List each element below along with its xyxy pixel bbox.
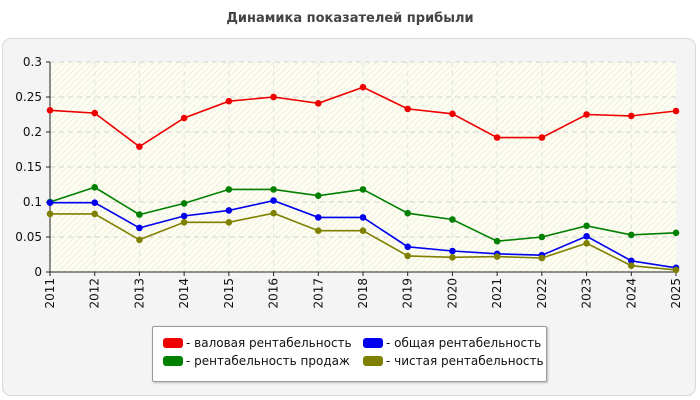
data-point-series-1 (404, 209, 412, 217)
data-point-series-0 (225, 97, 233, 105)
data-point-series-2 (46, 199, 54, 206)
legend-swatch-net (363, 356, 383, 366)
data-point-series-3 (627, 262, 635, 270)
data-point-series-2 (225, 207, 233, 214)
data-point-series-0 (91, 109, 99, 117)
data-point-series-0 (46, 107, 54, 114)
x-tick-label: 2011 (43, 278, 57, 309)
data-point-series-3 (225, 219, 233, 226)
data-point-series-2 (270, 197, 277, 204)
y-tick-label: 0.25 (15, 90, 42, 104)
data-point-series-2 (314, 214, 322, 221)
data-point-series-0 (627, 112, 635, 120)
data-point-series-1 (180, 200, 188, 207)
data-point-series-3 (672, 266, 680, 274)
data-point-series-1 (583, 222, 590, 230)
x-tick-label: 2021 (490, 278, 504, 309)
legend-label-net: - чистая рентабельность (386, 354, 544, 368)
y-tick-label: 0 (34, 265, 42, 279)
data-point-series-3 (136, 236, 143, 244)
legend-swatch-sales (163, 356, 183, 366)
x-tick-label: 2023 (580, 278, 594, 309)
x-tick-label: 2019 (401, 278, 415, 309)
data-point-series-0 (314, 100, 322, 107)
data-point-series-0 (538, 134, 546, 141)
data-point-series-1 (627, 231, 635, 239)
data-point-series-0 (180, 114, 188, 122)
data-point-series-0 (449, 110, 456, 118)
x-tick-label: 2020 (445, 278, 459, 309)
chart-title: Динамика показателей прибыли (226, 11, 474, 26)
data-point-series-2 (627, 257, 635, 265)
data-point-series-3 (180, 219, 188, 226)
x-tick-label: 2015 (222, 278, 236, 309)
chart-legend: - валовая рентабельность - общая рентабе… (152, 326, 547, 382)
data-point-series-3 (270, 209, 277, 217)
x-tick-label: 2014 (177, 278, 191, 309)
data-point-series-0 (136, 143, 143, 150)
data-point-series-3 (91, 210, 99, 218)
y-tick-label: 0.1 (23, 195, 42, 209)
data-point-series-3 (538, 254, 546, 262)
x-tick-label: 2012 (88, 278, 102, 309)
data-point-series-2 (136, 224, 143, 232)
data-point-series-1 (91, 184, 99, 191)
legend-item-total: - общая рентабельность (363, 335, 541, 351)
legend-label-sales: - рентабельность продаж (186, 354, 350, 368)
y-tick-label: 0.3 (23, 55, 42, 69)
data-point-series-3 (46, 210, 54, 218)
x-tick-label: 2016 (267, 278, 281, 309)
legend-item-net: - чистая рентабельность (363, 353, 544, 369)
data-point-series-3 (449, 253, 456, 261)
legend-swatch-total (363, 338, 383, 348)
legend-label-total: - общая рентабельность (386, 336, 542, 350)
data-point-series-2 (359, 214, 367, 221)
y-tick-label: 0.15 (15, 160, 42, 174)
data-point-series-0 (404, 105, 412, 113)
x-tick-label: 2022 (535, 278, 549, 309)
data-point-series-0 (359, 83, 367, 91)
data-point-series-2 (91, 199, 99, 206)
legend-swatch-gross (163, 338, 183, 348)
data-point-series-0 (493, 134, 501, 141)
data-point-series-1 (538, 233, 546, 241)
data-point-series-3 (359, 227, 367, 234)
data-point-series-0 (270, 93, 277, 101)
data-point-series-2 (449, 247, 456, 255)
data-point-series-0 (583, 111, 590, 118)
data-point-series-3 (583, 240, 590, 247)
legend-item-sales: - рентабельность продаж (163, 353, 350, 369)
x-tick-label: 2025 (669, 278, 683, 309)
data-point-series-1 (359, 186, 367, 193)
data-point-series-2 (583, 233, 590, 240)
data-point-series-1 (270, 186, 277, 193)
data-point-series-2 (180, 212, 188, 220)
data-point-series-3 (314, 227, 322, 234)
data-point-series-1 (449, 216, 456, 223)
x-tick-label: 2013 (132, 278, 146, 309)
data-point-series-0 (672, 107, 680, 115)
x-tick-label: 2024 (624, 278, 638, 309)
legend-item-gross: - валовая рентабельность (163, 335, 352, 351)
data-point-series-1 (314, 192, 322, 199)
y-tick-label: 0.05 (15, 230, 42, 244)
legend-label-gross: - валовая рентабельность (186, 336, 352, 350)
data-point-series-1 (672, 229, 680, 237)
data-point-series-1 (225, 186, 233, 193)
data-point-series-2 (404, 243, 412, 251)
y-tick-label: 0.2 (23, 125, 42, 139)
data-point-series-1 (136, 211, 143, 218)
data-point-series-1 (493, 237, 501, 245)
x-tick-label: 2017 (311, 278, 325, 309)
x-tick-label: 2018 (356, 278, 370, 309)
data-point-series-3 (404, 252, 412, 260)
data-point-series-3 (493, 253, 501, 260)
